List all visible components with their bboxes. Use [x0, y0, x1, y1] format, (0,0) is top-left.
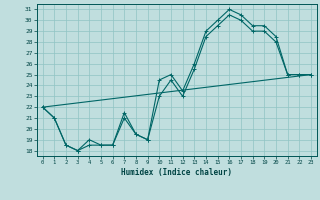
X-axis label: Humidex (Indice chaleur): Humidex (Indice chaleur): [121, 168, 232, 177]
